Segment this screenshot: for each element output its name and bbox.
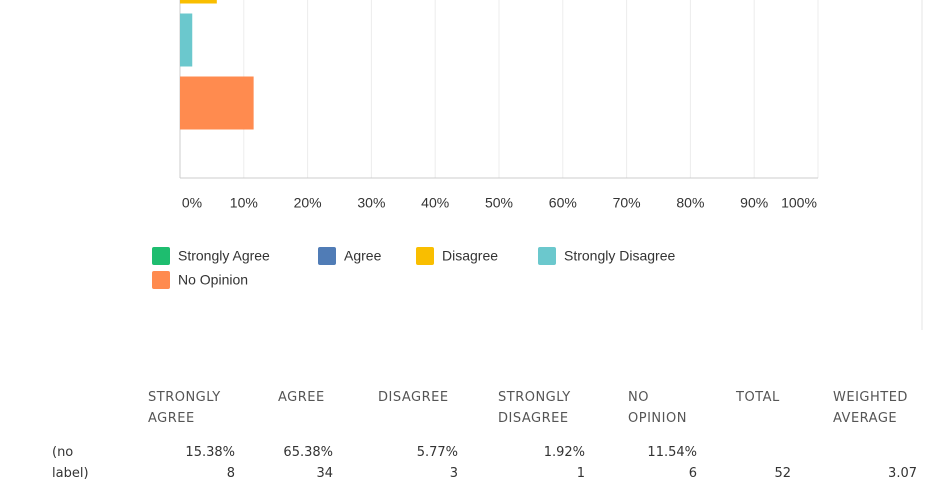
column-header: STRONGLY AGREE — [148, 390, 221, 426]
legend-label: Strongly Disagree — [564, 248, 675, 264]
x-tick-label: 100% — [781, 195, 817, 211]
legend-swatch — [318, 247, 336, 265]
bar — [180, 76, 254, 130]
bar — [180, 13, 193, 67]
x-tick-label: 80% — [676, 195, 704, 211]
x-tick-label: 70% — [613, 195, 641, 211]
x-tick-label: 40% — [421, 195, 449, 211]
legend-swatch — [152, 247, 170, 265]
count-cell: 8 — [226, 466, 235, 481]
legend-label: Strongly Agree — [178, 248, 270, 264]
x-tick-label: 30% — [357, 195, 385, 211]
legend-swatch — [538, 247, 556, 265]
legend-swatch — [416, 247, 434, 265]
count-cell: 1 — [576, 466, 585, 481]
chart: 0% 10% 20% 30% 40% 50% 60% 70% 80% 90% 100% Strongl… — [152, 0, 923, 330]
x-tick-label: 90% — [740, 195, 768, 211]
column-header: DISAGREE — [378, 390, 449, 405]
x-tick-label: 20% — [294, 195, 322, 211]
count-cell: 3 — [449, 466, 458, 481]
legend-label: Disagree — [442, 248, 498, 264]
percent-cell: 5.77% — [416, 445, 458, 460]
x-tick-label: 50% — [485, 195, 513, 211]
column-header: NO OPINION — [628, 390, 687, 426]
column-header: STRONGLY DISAGREE — [498, 390, 571, 426]
x-tick-label: 0% — [182, 195, 202, 211]
percent-cell: 1.92% — [543, 445, 585, 460]
x-tick-label: 10% — [230, 195, 258, 211]
column-header: TOTAL — [736, 390, 780, 405]
legend-label: No Opinion — [178, 272, 248, 288]
total-cell: 52 — [774, 466, 791, 481]
row-label: (no label) — [52, 445, 89, 481]
column-header: AGREE — [278, 390, 325, 405]
legend-swatch — [152, 271, 170, 289]
weighted-average-cell: 3.07 — [888, 466, 917, 481]
count-cell: 6 — [688, 466, 697, 481]
bar — [180, 0, 217, 4]
percent-cell: 65.38% — [283, 445, 333, 460]
percent-cell: 11.54% — [647, 445, 697, 460]
count-cell: 34 — [316, 466, 333, 481]
column-header: WEIGHTED AVERAGE — [833, 390, 908, 426]
legend-label: Agree — [344, 248, 382, 264]
percent-cell: 15.38% — [185, 445, 235, 460]
x-tick-label: 60% — [549, 195, 577, 211]
